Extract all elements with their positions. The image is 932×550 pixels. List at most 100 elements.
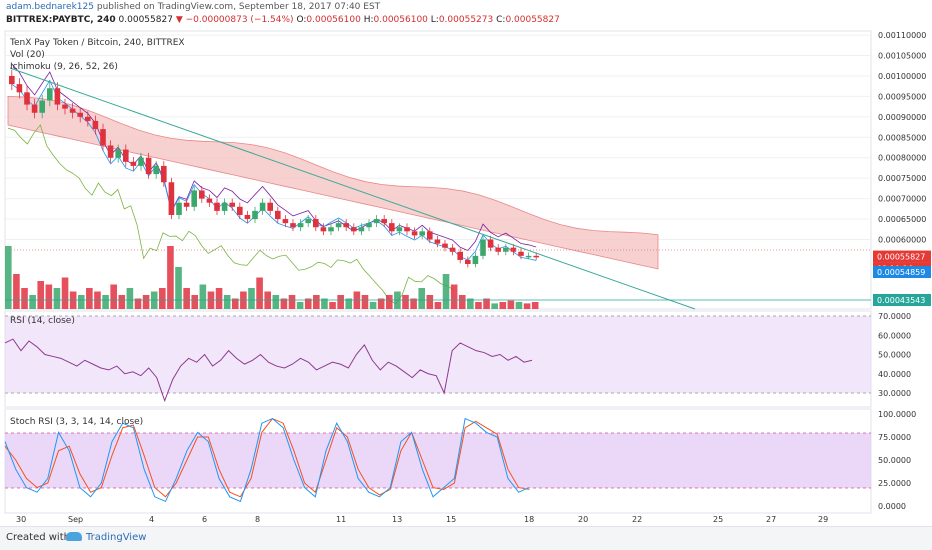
candle-body: [92, 120, 99, 130]
price-axis: 0.00110000 0.00105000 0.00100000 0.00095000…: [873, 31, 931, 306]
legend-ichimoku[interactable]: Ichimoku (9, 26, 52, 26): [10, 62, 118, 72]
stoch-k-line: [4, 417, 530, 503]
volume-bar: [467, 298, 474, 309]
volume-bar: [37, 281, 45, 309]
time-tick-label: Sep: [68, 515, 83, 524]
candle-body: [411, 231, 418, 236]
candle-body: [24, 92, 30, 105]
price-tick-label: 0.00080000: [878, 154, 926, 163]
last-price: 0.00055827: [118, 15, 173, 25]
rsi-tick-label: 30.0000: [878, 389, 911, 398]
candle-body: [404, 227, 410, 232]
low-price-tag-bg: [873, 294, 931, 306]
candle-body: [351, 227, 357, 232]
volume-bar: [53, 288, 61, 309]
symbol-label: BITTREX:PAYBTC, 240: [6, 15, 116, 25]
candle-body: [199, 190, 205, 199]
rsi-line: [4, 338, 533, 403]
volume-bar: [296, 302, 304, 309]
time-tick-label: 29: [818, 515, 828, 524]
candle-body: [495, 247, 501, 252]
candle-body: [130, 161, 137, 166]
price-tick-label: 0.00065000: [878, 215, 926, 224]
candle-body: [510, 247, 517, 252]
volume-bar: [337, 295, 344, 309]
time-tick-label: 18: [524, 515, 534, 524]
volume-bar: [475, 302, 482, 309]
tenkan-line: [11, 79, 537, 261]
rsi-pane[interactable]: [4, 310, 872, 408]
price-tick-label: 0.00100000: [878, 72, 926, 81]
candle-body: [525, 255, 532, 258]
stoch-tick-label: 75.0000: [878, 433, 911, 442]
volume-bar: [29, 295, 36, 309]
legend-rsi[interactable]: RSI (14, close): [10, 316, 75, 326]
time-axis: 30 Sep 4 6 8 11 13 15 18 20 22 25 27 29: [16, 515, 828, 524]
candle-body: [503, 247, 509, 252]
volume-bar: [183, 288, 190, 309]
volume-bar: [248, 288, 255, 309]
time-tick-label: 20: [578, 515, 588, 524]
volume-bar: [410, 298, 417, 309]
trend-line[interactable]: [9, 67, 696, 310]
chart-canvas[interactable]: 0.00110000 0.00105000 0.00100000 0.00095000…: [0, 28, 932, 526]
price-tick-label: 0.00070000: [878, 195, 926, 204]
high-value: 0.00056100: [373, 15, 428, 25]
rsi-tick-label: 50.0000: [878, 351, 911, 360]
volume-bar: [199, 284, 207, 309]
down-arrow-icon: ▼: [175, 15, 183, 25]
candle-body: [533, 255, 539, 258]
volume-bar: [377, 298, 385, 309]
volume-bar: [134, 298, 142, 309]
candle-body: [252, 210, 258, 220]
candle-body: [267, 202, 273, 211]
candle-body: [396, 227, 403, 232]
volume-bar: [110, 284, 117, 309]
stoch-tick-label: 100.0000: [878, 410, 916, 419]
candle-body: [138, 157, 144, 166]
candle-body: [145, 157, 152, 175]
price-tick-label: 0.00090000: [878, 113, 926, 122]
author-link[interactable]: adam.bednarek125: [6, 2, 94, 12]
candle-body: [457, 251, 463, 260]
candle-body: [161, 165, 167, 183]
candle-body: [39, 100, 45, 113]
price-pane-bg: [4, 30, 872, 310]
price-pane[interactable]: [4, 30, 872, 310]
price-tick-label: 0.00110000: [878, 31, 926, 40]
candle-body: [168, 182, 175, 215]
candle-body: [434, 239, 441, 244]
chikou-span-line: [7, 124, 454, 305]
candle-body: [419, 231, 425, 236]
volume-bar: [321, 298, 328, 309]
legend-stoch[interactable]: Stoch RSI (3, 3, 14, 14, close): [10, 417, 143, 427]
price-tick-label: 0.00075000: [878, 174, 926, 183]
volume-bar: [531, 302, 539, 309]
price-change: −0.00000873 (−1.54%): [185, 15, 294, 25]
candle-body: [237, 206, 243, 215]
volume-bar: [256, 277, 263, 309]
volume-bar: [483, 298, 490, 309]
tradingview-logo[interactable]: TradingView: [66, 532, 146, 543]
candle-body: [115, 149, 121, 158]
stoch-pane[interactable]: [4, 408, 872, 514]
candle-body: [480, 239, 486, 256]
candle-body: [366, 223, 372, 228]
candle-body: [244, 214, 251, 220]
ohlc-line: BITTREX:PAYBTC, 240 0.00055827 ▼ −0.0000…: [6, 15, 560, 25]
candle-body: [290, 223, 296, 228]
candles: [9, 69, 539, 268]
stoch-band: [5, 433, 871, 488]
cloud-icon: [66, 532, 82, 541]
volume-bar: [434, 302, 442, 309]
legend-vol[interactable]: Vol (20): [10, 50, 45, 60]
volume-bar: [361, 295, 369, 309]
volume-bar: [175, 267, 182, 309]
chart-header: adam.bednarek125 published on TradingVie…: [0, 0, 932, 28]
volume-bar: [118, 295, 126, 309]
volume-bar: [442, 274, 450, 309]
candle-body: [62, 104, 68, 109]
publish-line: adam.bednarek125 published on TradingVie…: [6, 2, 380, 12]
volume-bar: [426, 295, 434, 309]
candle-body: [297, 223, 304, 228]
